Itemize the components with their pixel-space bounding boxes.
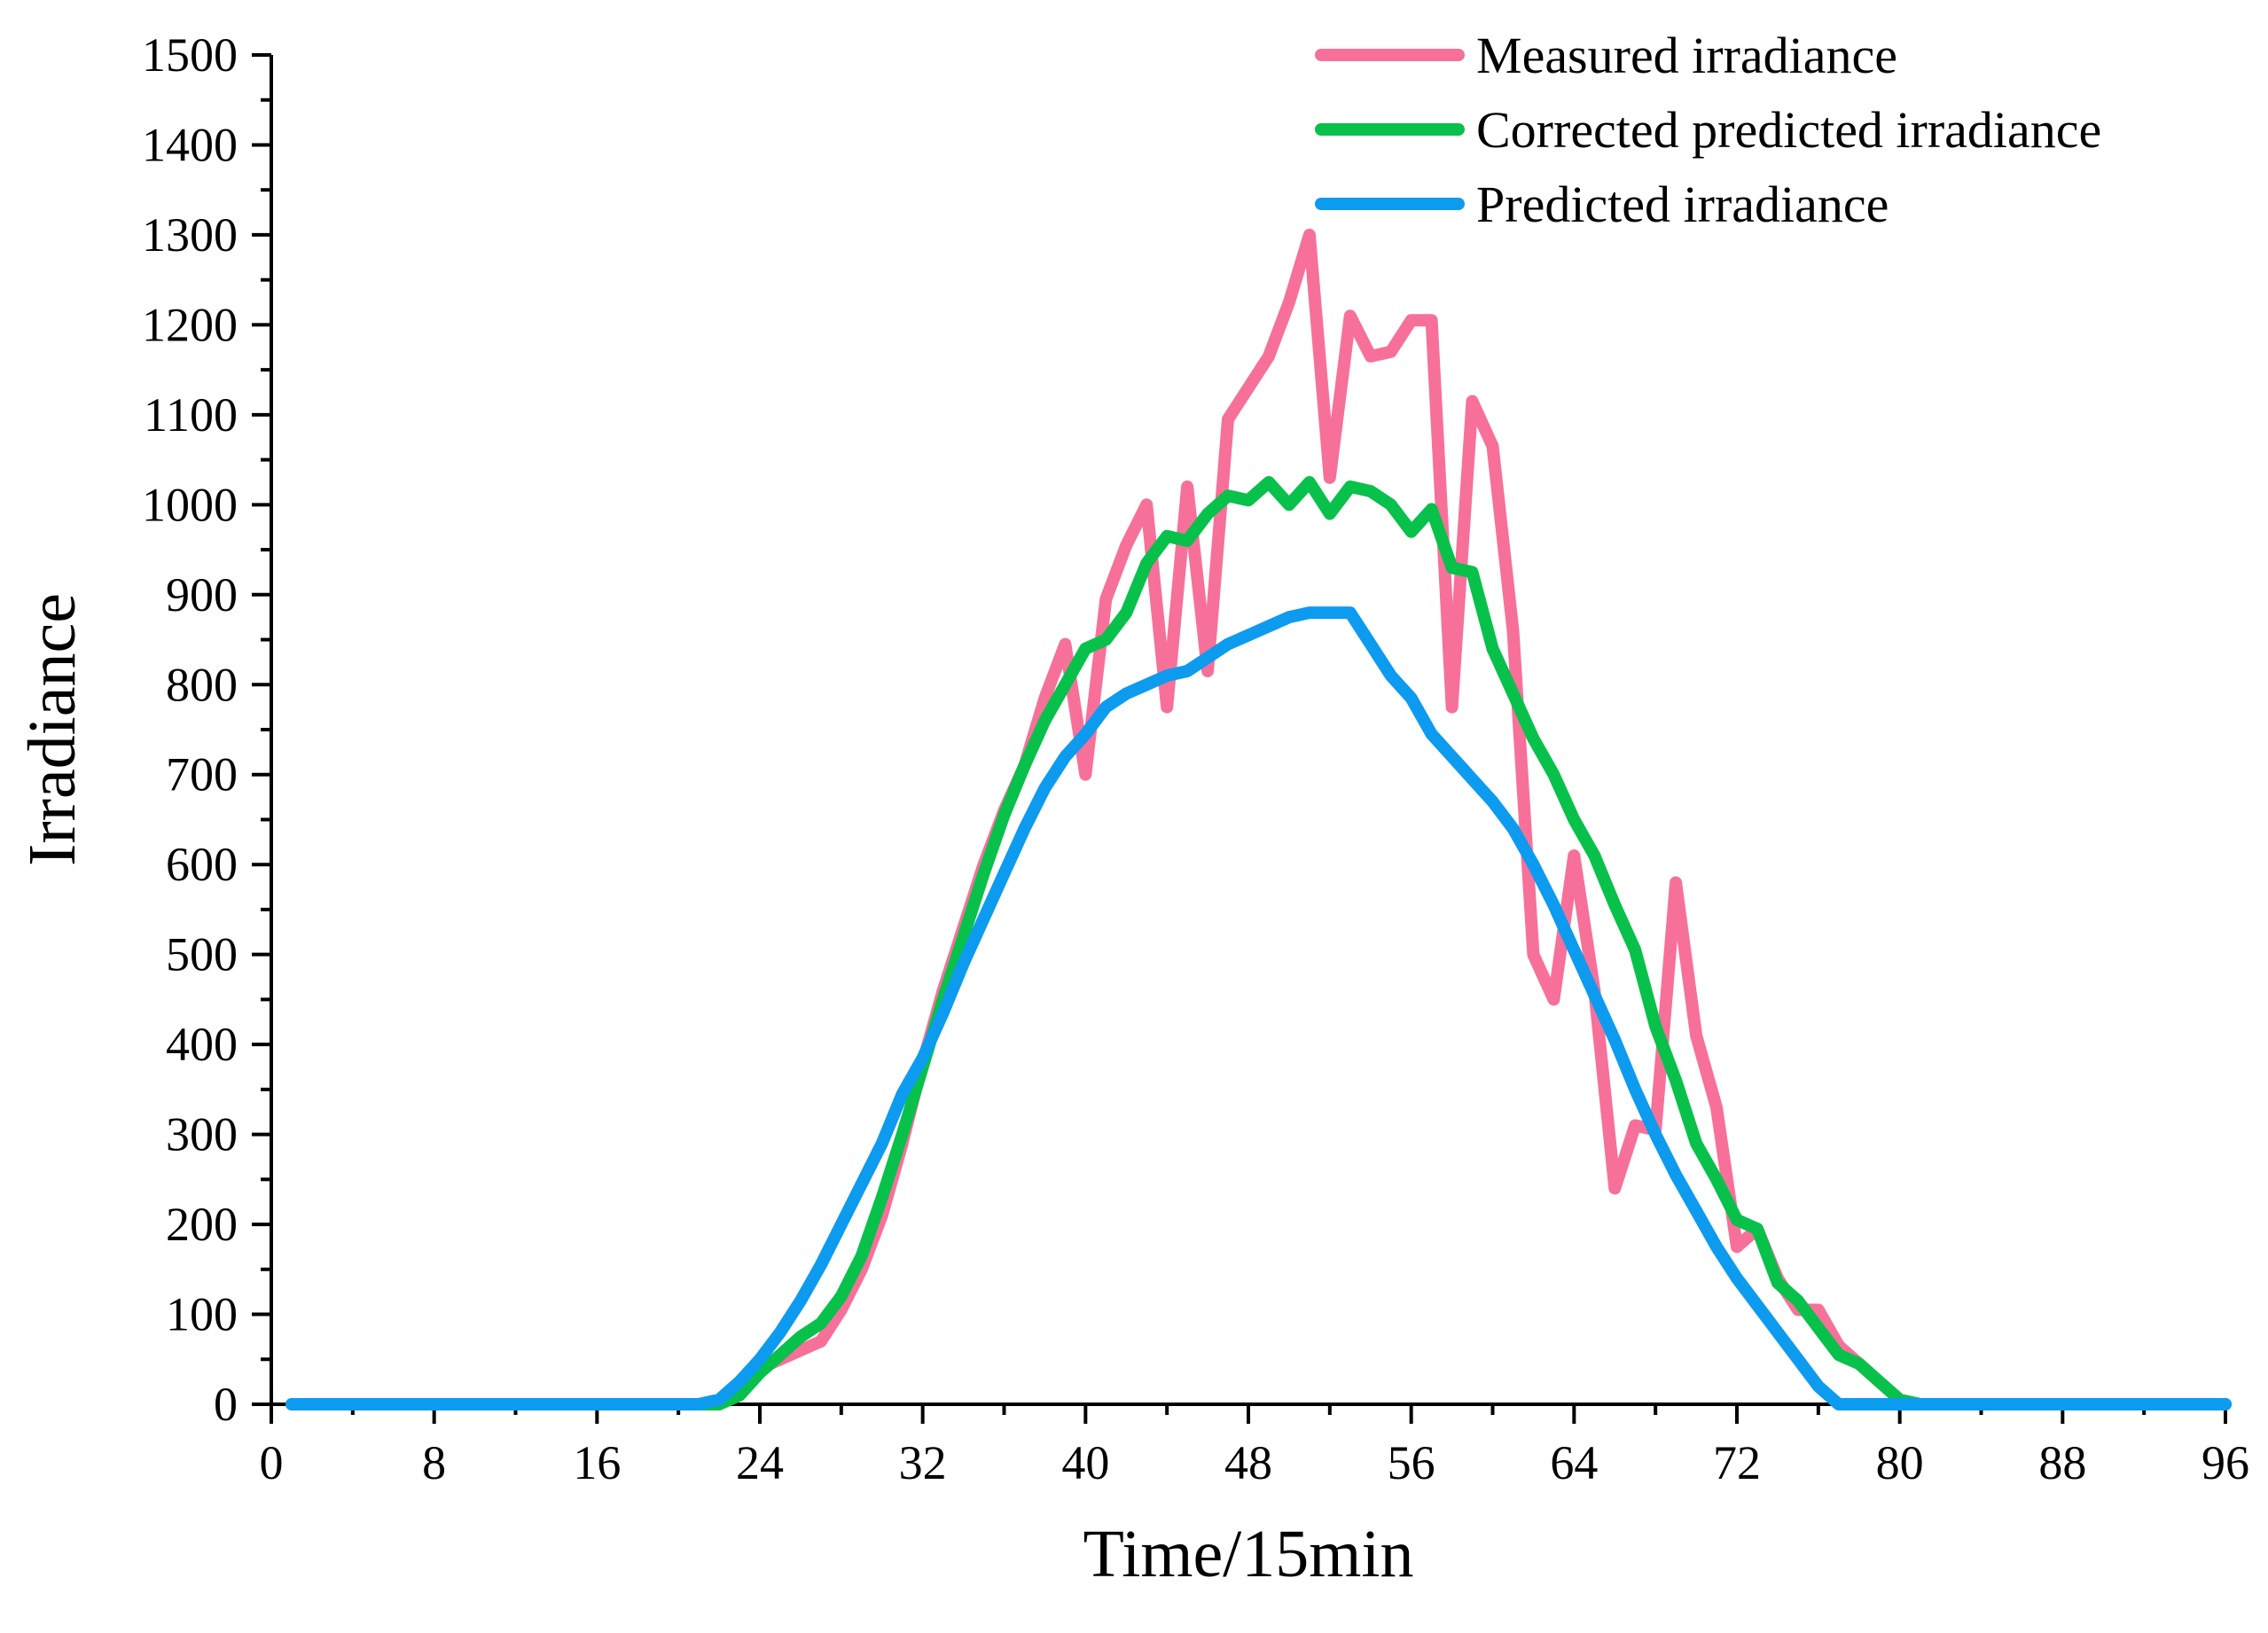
axes: 0 8 16 24 32 40 48 56 64 72 80 88 96 0 100 200 300 400 50…: [142, 28, 2249, 1489]
y-tick-label: 300: [166, 1108, 238, 1161]
x-tick-label: 0: [260, 1436, 284, 1489]
x-axis-ticks: 0 8 16 24 32 40 48 56 64 72 80 88 96: [260, 1404, 2249, 1489]
y-tick-label: 700: [166, 748, 238, 801]
x-tick-label: 80: [1876, 1436, 1924, 1489]
legend-label: Predicted irradiance: [1476, 176, 1889, 233]
legend-label: Measured irradiance: [1476, 27, 1897, 84]
y-tick-label: 900: [166, 568, 238, 621]
x-tick-label: 64: [1550, 1436, 1598, 1489]
y-tick-label: 600: [166, 838, 238, 891]
x-tick-label: 24: [736, 1436, 784, 1489]
x-axis-title: Time/15min: [1083, 1517, 1413, 1591]
x-tick-label: 40: [1061, 1436, 1109, 1489]
y-tick-label: 500: [166, 928, 238, 981]
y-axis-ticks: 0 100 200 300 400 500 600 700 800 900 1000 1100 1200…: [142, 28, 271, 1431]
y-tick-label: 1500: [142, 28, 238, 82]
legend: Measured irradiance Corrected predicted i…: [1315, 27, 2101, 233]
series-line-3: [285, 606, 2232, 1410]
y-tick-label: 1400: [142, 118, 238, 171]
y-tick-label: 1300: [142, 208, 238, 262]
y-tick-label: 0: [214, 1378, 238, 1431]
y-tick-label: 1100: [144, 388, 238, 441]
x-tick-label: 96: [2202, 1436, 2249, 1489]
x-tick-label: 32: [899, 1436, 947, 1489]
series-line-2: [285, 476, 2232, 1410]
x-tick-label: 88: [2038, 1436, 2086, 1489]
legend-label: Corrected predicted irradiance: [1476, 101, 2101, 159]
y-tick-label: 800: [166, 658, 238, 711]
y-tick-label: 1000: [142, 478, 238, 531]
x-tick-label: 8: [422, 1436, 446, 1489]
x-tick-label: 56: [1388, 1436, 1435, 1489]
x-tick-label: 16: [573, 1436, 621, 1489]
y-tick-label: 1200: [142, 298, 238, 351]
series-lines: [285, 228, 2232, 1410]
y-tick-label: 200: [166, 1198, 238, 1251]
y-tick-label: 100: [166, 1288, 238, 1341]
x-tick-label: 72: [1713, 1436, 1761, 1489]
series-line-1: [285, 228, 2232, 1410]
y-tick-label: 400: [166, 1018, 238, 1071]
y-axis-title: Irradiance: [15, 593, 90, 866]
x-tick-label: 48: [1224, 1436, 1272, 1489]
